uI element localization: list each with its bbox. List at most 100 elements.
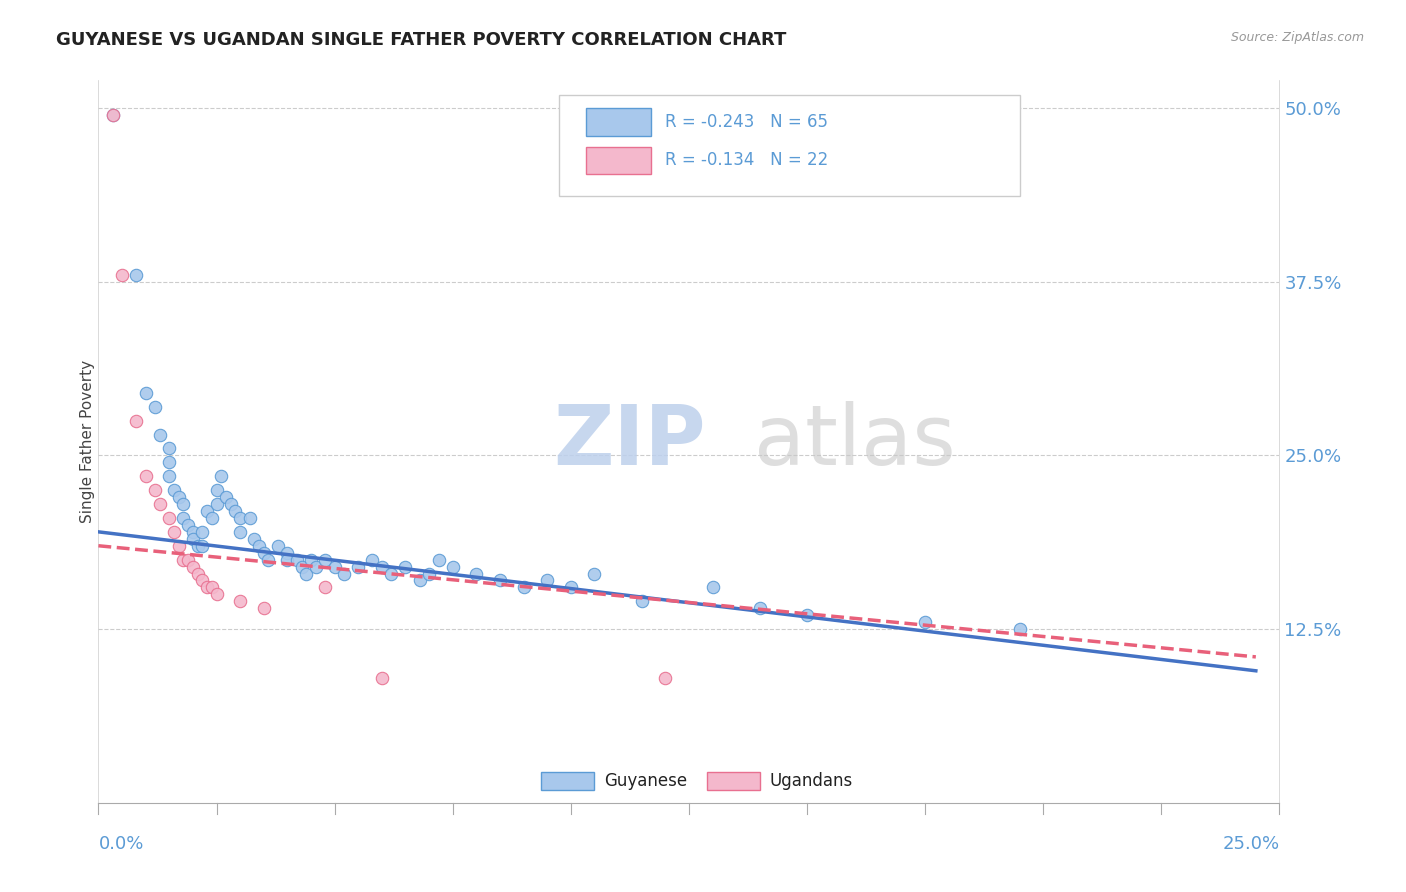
FancyBboxPatch shape [586, 109, 651, 136]
Point [380, 566, 402, 581]
Point [157, 511, 180, 525]
Point [191, 539, 214, 553]
FancyBboxPatch shape [541, 772, 595, 789]
Point [253, 546, 276, 560]
Text: R = -0.243   N = 65: R = -0.243 N = 65 [665, 113, 828, 131]
Point [177, 552, 200, 566]
Point [135, 469, 157, 483]
Point [654, 671, 676, 685]
Point [630, 594, 652, 608]
Point [125, 414, 148, 428]
Point [111, 268, 134, 282]
Point [347, 559, 370, 574]
Point [135, 385, 157, 400]
Point [394, 559, 416, 574]
Text: 25.0%: 25.0% [1222, 835, 1279, 854]
Point [205, 587, 228, 601]
Point [489, 574, 512, 588]
Y-axis label: Single Father Poverty: Single Father Poverty [80, 360, 94, 523]
Point [205, 483, 228, 498]
Point [229, 511, 252, 525]
Point [143, 483, 166, 498]
Point [427, 552, 450, 566]
Point [229, 594, 252, 608]
Point [276, 552, 298, 566]
Point [149, 497, 172, 511]
Point [157, 469, 180, 483]
Point [914, 615, 936, 630]
Point [371, 671, 394, 685]
Point [702, 581, 724, 595]
Point [1008, 622, 1031, 636]
Text: Source: ZipAtlas.com: Source: ZipAtlas.com [1230, 31, 1364, 45]
Text: ZIP: ZIP [553, 401, 706, 482]
Point [243, 532, 266, 546]
Point [149, 427, 172, 442]
Point [172, 511, 194, 525]
Point [361, 552, 384, 566]
Point [257, 552, 280, 566]
Point [371, 559, 394, 574]
Point [181, 559, 204, 574]
Point [314, 581, 336, 595]
Text: R = -0.134   N = 22: R = -0.134 N = 22 [665, 152, 828, 169]
Point [191, 574, 214, 588]
Point [219, 497, 242, 511]
Point [172, 497, 194, 511]
Point [333, 566, 356, 581]
Point [253, 601, 276, 615]
Point [247, 539, 270, 553]
Point [441, 559, 464, 574]
Point [167, 490, 190, 504]
Point [187, 539, 209, 553]
Point [536, 574, 558, 588]
Point [796, 608, 818, 623]
FancyBboxPatch shape [707, 772, 759, 789]
Point [465, 566, 488, 581]
Point [267, 539, 290, 553]
Point [512, 581, 534, 595]
Text: GUYANESE VS UGANDAN SINGLE FATHER POVERTY CORRELATION CHART: GUYANESE VS UGANDAN SINGLE FATHER POVERT… [56, 31, 786, 49]
Point [215, 490, 238, 504]
Point [163, 524, 186, 539]
Point [748, 601, 770, 615]
Point [229, 524, 252, 539]
Point [224, 504, 246, 518]
Point [157, 442, 180, 456]
Point [299, 552, 322, 566]
Point [195, 581, 218, 595]
Point [209, 469, 232, 483]
Point [101, 108, 124, 122]
Point [205, 497, 228, 511]
Point [305, 559, 328, 574]
Point [323, 559, 346, 574]
Point [101, 108, 124, 122]
Text: Ugandans: Ugandans [769, 772, 852, 790]
Point [181, 524, 204, 539]
Point [195, 504, 218, 518]
Point [418, 566, 440, 581]
Point [295, 566, 318, 581]
Point [290, 559, 312, 574]
Point [172, 552, 194, 566]
Point [560, 581, 582, 595]
Text: 0.0%: 0.0% [98, 835, 143, 854]
Point [314, 552, 336, 566]
FancyBboxPatch shape [560, 95, 1019, 196]
Text: Guyanese: Guyanese [605, 772, 688, 790]
Point [239, 511, 262, 525]
Point [201, 581, 224, 595]
Point [163, 483, 186, 498]
Point [177, 517, 200, 532]
Point [167, 539, 190, 553]
Point [125, 268, 148, 282]
Point [583, 566, 606, 581]
Point [201, 511, 224, 525]
Point [276, 546, 298, 560]
Point [191, 524, 214, 539]
Text: atlas: atlas [754, 401, 956, 482]
Point [143, 400, 166, 414]
Point [181, 532, 204, 546]
Point [157, 455, 180, 469]
Point [187, 566, 209, 581]
